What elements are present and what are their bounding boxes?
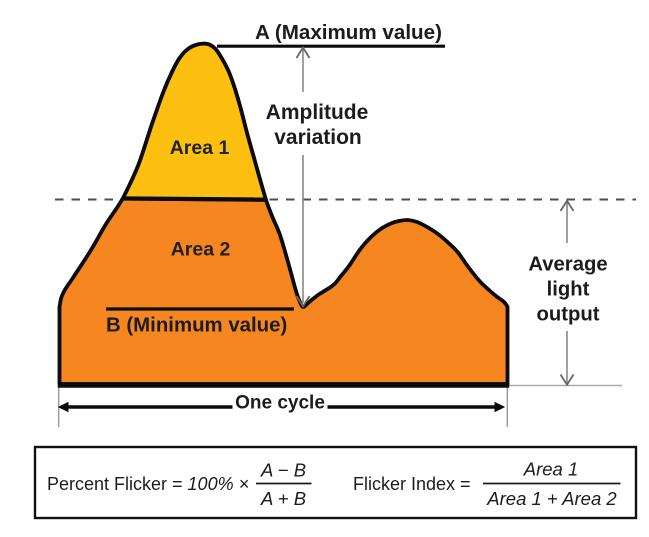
svg-text:Area 1: Area 1	[523, 459, 579, 480]
svg-text:Flicker Index =: Flicker Index =	[353, 474, 471, 494]
svg-text:variation: variation	[274, 126, 362, 149]
svg-text:Area 1: Area 1	[170, 137, 230, 159]
svg-text:One cycle: One cycle	[235, 393, 325, 414]
svg-text:output: output	[536, 304, 599, 326]
svg-text:A (Maximum value): A (Maximum value)	[255, 21, 442, 44]
svg-text:light: light	[547, 279, 590, 301]
svg-text:Area 1 + Area 2: Area 1 + Area 2	[486, 488, 617, 509]
svg-text:A + B: A + B	[260, 488, 306, 509]
svg-text:Average: Average	[528, 254, 607, 276]
svg-text:A − B: A − B	[260, 460, 306, 481]
svg-text:Percent Flicker = 100% ×: Percent Flicker = 100% ×	[47, 474, 249, 494]
svg-text:Area 2: Area 2	[171, 239, 231, 261]
svg-text:Amplitude: Amplitude	[266, 101, 369, 124]
svg-text:B (Minimum value): B (Minimum value)	[106, 315, 287, 337]
